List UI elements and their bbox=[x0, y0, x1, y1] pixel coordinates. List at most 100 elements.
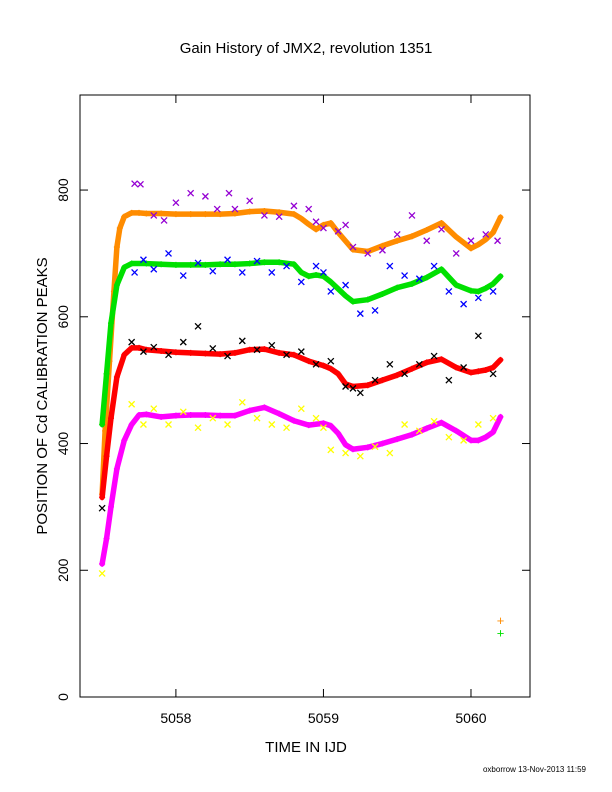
data-point bbox=[320, 362, 327, 369]
data-point bbox=[103, 370, 110, 377]
data-point bbox=[231, 261, 238, 268]
y-tick-label: 800 bbox=[55, 178, 71, 202]
data-point bbox=[231, 205, 239, 213]
y-tick-label: 600 bbox=[55, 305, 71, 329]
data-point bbox=[297, 348, 305, 356]
data-point bbox=[121, 213, 128, 220]
data-point bbox=[356, 452, 364, 460]
data-point bbox=[312, 218, 320, 226]
data-marks: ++ bbox=[98, 180, 505, 641]
data-point bbox=[283, 351, 291, 359]
data-point bbox=[305, 422, 312, 429]
series-7 bbox=[98, 398, 497, 577]
data-point bbox=[445, 376, 453, 384]
data-point bbox=[131, 180, 139, 188]
y-tick-label: 200 bbox=[55, 558, 71, 582]
data-point bbox=[342, 449, 350, 457]
series-5 bbox=[131, 249, 497, 318]
data-point bbox=[283, 424, 291, 432]
axis-ticks: 5058 5059 5060 0 200 400 600 800 bbox=[55, 95, 530, 726]
data-point bbox=[143, 346, 150, 353]
data-point bbox=[423, 237, 431, 245]
data-point bbox=[467, 237, 475, 245]
data-point bbox=[489, 414, 497, 422]
data-point bbox=[349, 298, 356, 305]
data-point bbox=[139, 421, 147, 428]
data-point bbox=[364, 296, 371, 303]
data-point bbox=[467, 287, 474, 294]
data-point bbox=[327, 422, 334, 429]
annotation-marker: + bbox=[497, 626, 505, 641]
data-point bbox=[386, 449, 394, 457]
data-point bbox=[489, 370, 497, 378]
data-point bbox=[253, 346, 261, 354]
data-point bbox=[394, 284, 401, 291]
data-point bbox=[327, 365, 334, 372]
data-point bbox=[394, 372, 401, 379]
data-point bbox=[430, 262, 438, 270]
data-point bbox=[158, 261, 165, 268]
data-point bbox=[209, 267, 217, 275]
series-line bbox=[99, 259, 504, 428]
data-point bbox=[482, 230, 490, 238]
data-point bbox=[246, 197, 254, 205]
data-point bbox=[305, 273, 312, 280]
data-point bbox=[453, 427, 460, 434]
data-point bbox=[165, 421, 172, 428]
data-point bbox=[268, 268, 276, 276]
data-point bbox=[99, 421, 106, 428]
data-point bbox=[217, 351, 224, 358]
data-point bbox=[371, 443, 379, 451]
data-point bbox=[194, 322, 202, 330]
data-point bbox=[261, 207, 268, 214]
data-point bbox=[364, 444, 371, 451]
data-point bbox=[103, 453, 110, 460]
data-point bbox=[394, 237, 401, 244]
data-point bbox=[467, 437, 474, 444]
data-point bbox=[438, 266, 445, 273]
data-point bbox=[327, 357, 335, 365]
data-point bbox=[136, 209, 143, 216]
data-point bbox=[253, 257, 261, 265]
data-point bbox=[342, 281, 350, 289]
data-point bbox=[415, 360, 423, 368]
data-point bbox=[107, 320, 114, 327]
data-point bbox=[113, 465, 120, 472]
data-point bbox=[482, 285, 489, 292]
data-point bbox=[121, 351, 128, 358]
data-point bbox=[99, 494, 106, 501]
x-axis-label: TIME IN IJD bbox=[265, 739, 347, 756]
data-point bbox=[327, 287, 335, 295]
data-point bbox=[217, 261, 224, 268]
series-3 bbox=[99, 404, 504, 567]
data-point bbox=[172, 412, 179, 419]
data-point bbox=[401, 370, 409, 378]
data-point bbox=[253, 414, 261, 422]
data-point bbox=[497, 356, 504, 363]
data-point bbox=[143, 260, 150, 267]
series-line bbox=[99, 404, 504, 567]
data-point bbox=[231, 412, 238, 419]
data-point bbox=[246, 346, 253, 353]
data-point bbox=[408, 431, 415, 438]
data-point bbox=[408, 365, 415, 372]
data-point bbox=[128, 209, 135, 216]
data-point bbox=[430, 417, 438, 425]
data-point bbox=[438, 220, 445, 227]
data-point bbox=[474, 294, 482, 302]
data-point bbox=[202, 350, 209, 357]
data-point bbox=[209, 345, 217, 352]
data-point bbox=[290, 351, 297, 358]
data-point bbox=[342, 221, 350, 229]
data-point bbox=[194, 259, 202, 267]
series-4 bbox=[131, 180, 502, 257]
data-point bbox=[298, 215, 305, 222]
data-point bbox=[349, 243, 357, 251]
data-point bbox=[209, 414, 217, 422]
data-point bbox=[342, 441, 349, 448]
data-point bbox=[238, 337, 246, 345]
data-point bbox=[327, 446, 335, 454]
data-point bbox=[364, 249, 372, 257]
data-point bbox=[217, 211, 224, 218]
